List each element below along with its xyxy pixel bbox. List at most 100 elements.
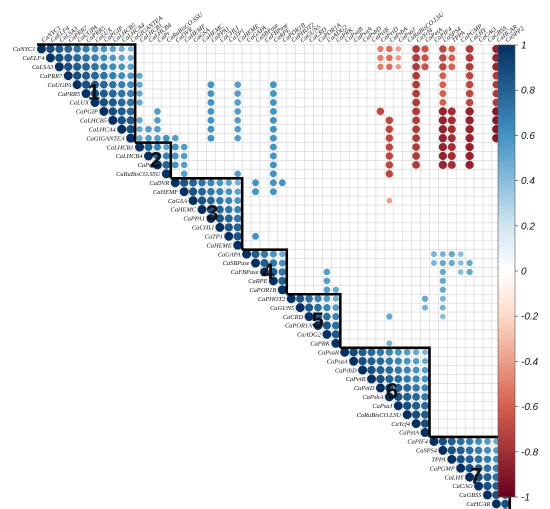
row-label-capsba: CaPsbA: [362, 394, 383, 401]
grid-cell: [464, 204, 475, 215]
correlation-point: [367, 357, 376, 366]
grid-cell: [340, 133, 350, 143]
grid-cell: [259, 44, 270, 54]
correlation-point: [323, 268, 331, 276]
grid-cell: [250, 97, 261, 108]
grid-cell: [295, 124, 305, 134]
grid-cell: [322, 53, 332, 63]
grid-cell: [340, 302, 350, 313]
grid-cell: [331, 106, 341, 117]
grid-cell: [313, 62, 323, 72]
row-label-cachli: CaCHLI: [192, 225, 215, 232]
grid-cell: [286, 169, 296, 179]
correlation-point: [216, 196, 224, 205]
grid-cell: [473, 62, 484, 72]
correlation-point: [439, 99, 447, 106]
correlation-point: [465, 160, 474, 170]
grid-cell: [357, 213, 368, 224]
correlation-point: [421, 375, 429, 383]
grid-cell: [322, 222, 332, 233]
grid-cell: [232, 151, 243, 161]
grid-cell: [393, 320, 403, 331]
grid-cell: [455, 427, 466, 438]
grid-cell: [161, 88, 172, 99]
grid-cell: [447, 427, 457, 438]
grid-cell: [393, 285, 403, 295]
grid-cell: [170, 62, 180, 72]
grid-cell: [143, 88, 154, 99]
grid-cell: [152, 44, 163, 54]
grid-cell: [402, 53, 412, 63]
grid-cell: [259, 124, 270, 134]
row-label-capr: CaPr: [138, 162, 152, 169]
correlation-point: [402, 410, 412, 420]
grid-cell: [331, 195, 341, 206]
correlation-point: [412, 89, 420, 98]
grid-cell: [464, 249, 475, 259]
grid-cell: [402, 276, 412, 286]
correlation-point: [207, 116, 215, 124]
grid-cell: [215, 133, 225, 143]
correlation-point: [438, 107, 447, 116]
correlation-point: [260, 267, 269, 277]
grid-cell: [438, 365, 448, 375]
row-labels: CaNYC1 CaELF4 CaLSA3 CaPRR7 CaUGPA CaPRR5 CaLU…: [13, 46, 491, 508]
correlation-point: [171, 134, 179, 142]
grid-cell: [438, 169, 448, 179]
grid-cell: [357, 222, 368, 233]
correlation-point: [313, 321, 323, 330]
correlation-point: [269, 250, 277, 258]
grid-cell: [473, 160, 484, 170]
grid-cell: [161, 106, 172, 117]
grid-cell: [366, 62, 377, 72]
row-label-capgip: CaPGIP: [76, 109, 98, 116]
grid-cell: [402, 267, 412, 277]
grid-cell: [438, 204, 448, 215]
correlation-point: [386, 63, 393, 71]
correlation-point: [126, 133, 136, 143]
grid-cell: [473, 383, 484, 393]
grid-cell: [250, 195, 261, 206]
row-label-capor1a: CaPOR1A: [285, 323, 312, 330]
grid-cell: [464, 374, 475, 384]
colorbar-tick-label: 0.6: [521, 131, 535, 142]
grid-cell: [348, 44, 359, 54]
grid-cell: [250, 213, 261, 224]
grid-cell: [152, 97, 163, 108]
correlation-point: [189, 178, 198, 187]
grid-cell: [348, 276, 359, 286]
grid-cell: [447, 338, 457, 349]
grid-cell: [464, 178, 475, 188]
grid-cell: [331, 204, 341, 215]
correlation-point: [127, 63, 134, 71]
grid-cell: [482, 160, 493, 170]
grid-cell: [348, 169, 359, 179]
grid-cell: [473, 329, 484, 340]
grid-cell: [375, 276, 386, 286]
correlation-point: [117, 89, 126, 98]
correlation-point: [91, 62, 99, 71]
grid-cell: [429, 195, 439, 206]
grid-cell: [313, 240, 323, 250]
correlation-point: [145, 125, 152, 133]
grid-cell: [357, 79, 368, 90]
grid-cell: [304, 267, 314, 277]
correlation-point: [82, 54, 90, 62]
grid-cell: [366, 302, 377, 313]
correlation-point: [304, 303, 314, 312]
row-label-caycf4: CaYcf4: [391, 421, 411, 428]
grid-cell: [482, 186, 493, 197]
grid-cell: [259, 133, 270, 143]
correlation-point: [448, 259, 455, 267]
grid-cell: [429, 151, 439, 161]
colorbar-tick-label: 0.2: [521, 221, 535, 232]
grid-cell: [357, 267, 368, 277]
correlation-point: [412, 152, 420, 160]
correlation-point: [457, 251, 464, 257]
grid-cell: [402, 311, 412, 322]
grid-cell: [259, 160, 270, 170]
grid-cell: [473, 115, 484, 126]
correlation-point: [206, 196, 215, 205]
grid-cell: [375, 294, 386, 304]
grid-cell: [447, 365, 457, 375]
